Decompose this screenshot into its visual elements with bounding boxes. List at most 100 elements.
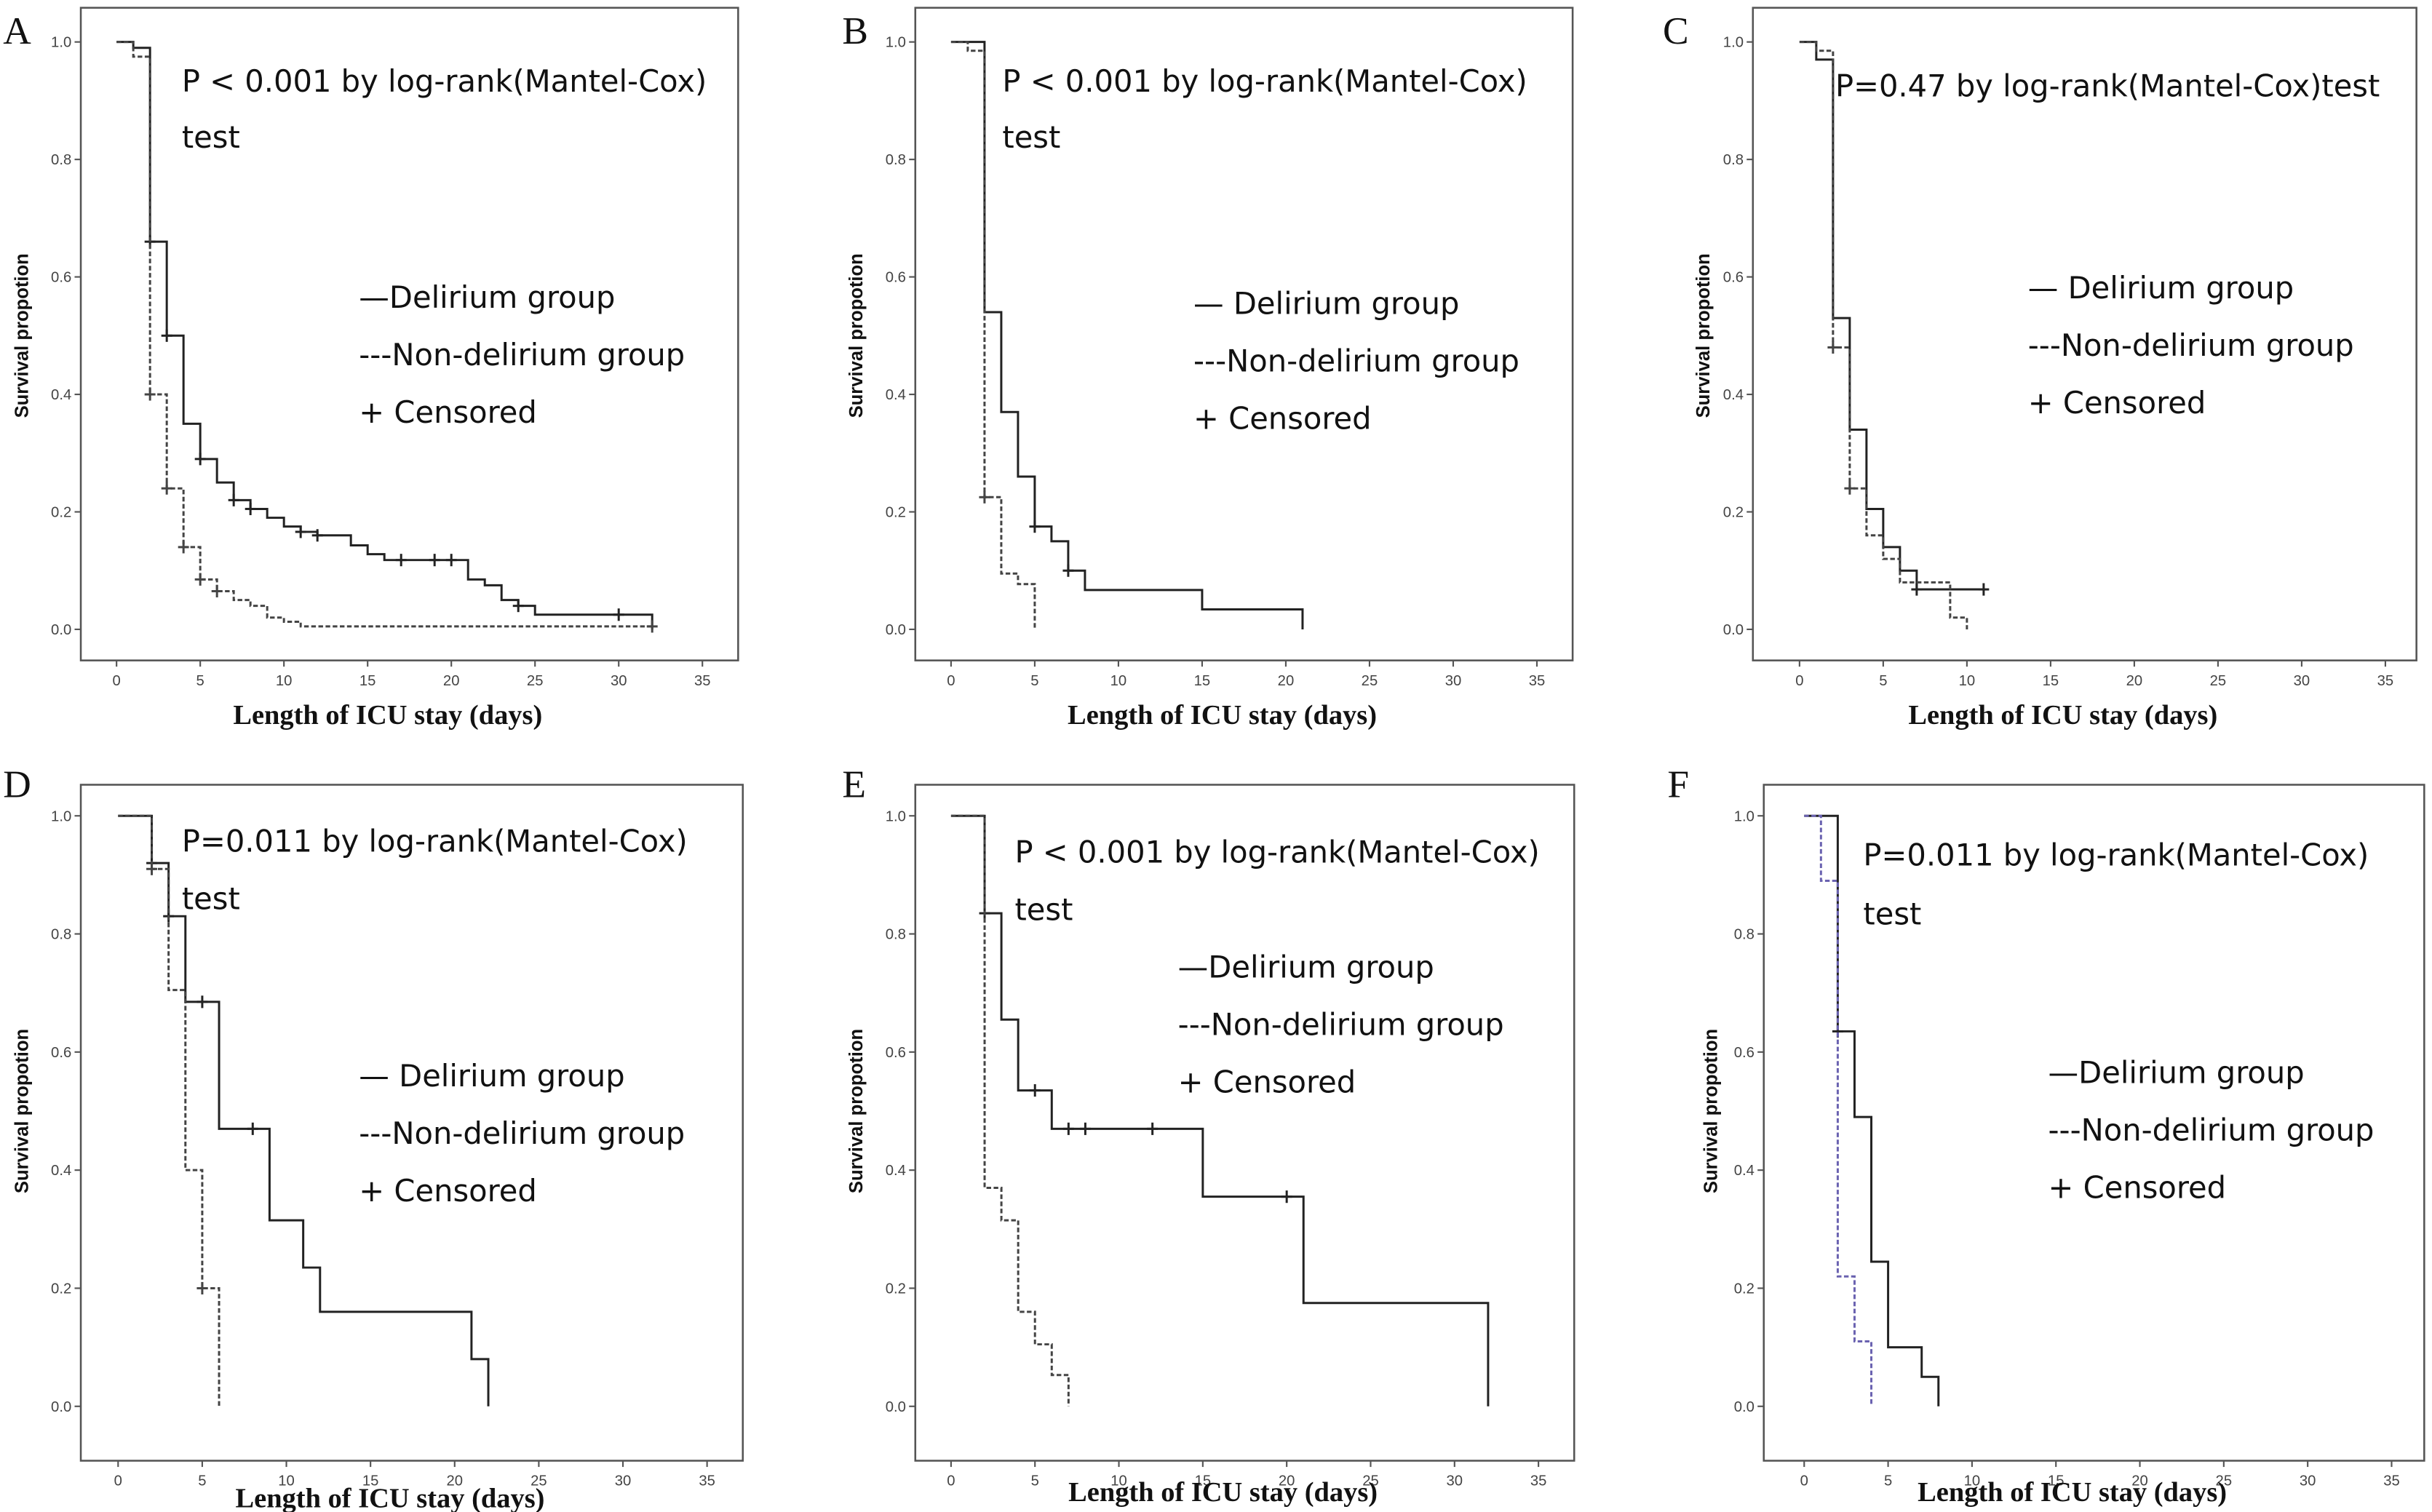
x-tick-label: 25 (2216, 1473, 2233, 1489)
y-tick-label: 0.2 (886, 1281, 906, 1297)
legend-censored: + Censored (2048, 1170, 2227, 1206)
x-tick-label: 25 (527, 673, 544, 689)
x-tick-label: 30 (2294, 673, 2310, 689)
censor-mark (512, 600, 524, 613)
y-tick-label: 0.4 (51, 1163, 71, 1179)
censor-mark (228, 493, 239, 506)
y-tick-label: 0.2 (1734, 1281, 1755, 1297)
x-tick-label: 20 (1279, 1473, 1295, 1489)
panel-letter: C (1663, 9, 1689, 52)
x-tick-label: 5 (1884, 1473, 1892, 1489)
non-delirium-curve (1804, 814, 1873, 1406)
panel-f: F 0.0 0.2 0.4 0.6 0.8 1.0 0 5 10 15 20 25 30 35 Length … (1667, 763, 2425, 1508)
p-value-annotation: test (1002, 119, 1060, 155)
y-tick-label: 0.4 (886, 387, 906, 403)
legend-censored: + Censored (1193, 400, 1372, 436)
censor-mark (1911, 583, 1923, 596)
x-tick-label: 35 (1529, 673, 1546, 689)
censor-mark (1978, 583, 1990, 596)
censor-mark (211, 584, 223, 598)
legend-delirium: —Delirium group (1178, 949, 1434, 984)
y-tick-label: 0.4 (886, 1163, 906, 1179)
censor-mark (178, 541, 189, 554)
x-tick-label: 5 (1879, 673, 1887, 689)
y-tick-label: 1.0 (51, 808, 71, 824)
censor-mark (1147, 1122, 1159, 1135)
x-tick-label: 0 (947, 1473, 955, 1489)
x-axis-label: Length of ICU stay (days) (1908, 700, 2217, 731)
censor-mark (429, 554, 440, 567)
y-axis-label: Survival propotion (846, 1029, 867, 1193)
y-tick-label: 0.2 (51, 1281, 71, 1297)
legend-non-delirium: ---Non-delirium group (359, 337, 685, 373)
censor-mark (144, 388, 156, 401)
censor-mark (161, 482, 172, 495)
censor-mark (1062, 564, 1074, 577)
panel-letter: E (842, 763, 866, 806)
censor-mark (1827, 341, 1839, 354)
y-tick-label: 0.8 (1734, 927, 1755, 943)
y-tick-label: 0.0 (51, 1399, 71, 1415)
y-tick-label: 0.6 (1734, 1045, 1755, 1061)
legend-censored: + Censored (2028, 385, 2206, 421)
x-tick-label: 0 (1795, 673, 1803, 689)
panel-e: E 0.0 0.2 0.4 0.6 0.8 1.0 0 5 10 15 20 25 30 35 Length … (842, 763, 1575, 1508)
legend-censored: + Censored (359, 394, 537, 430)
x-tick-label: 35 (1530, 1473, 1547, 1489)
x-tick-label: 15 (2048, 1473, 2065, 1489)
p-value-annotation: P=0.011 by log-rank(Mantel-Cox) (1863, 837, 2369, 873)
censor-mark (247, 1122, 258, 1135)
y-tick-label: 0.0 (1723, 622, 1744, 638)
y-tick-label: 0.6 (51, 1045, 71, 1061)
y-tick-label: 0.2 (1723, 505, 1744, 521)
x-axis-label: Length of ICU stay (days) (233, 700, 542, 731)
legend-non-delirium: ---Non-delirium group (359, 1115, 685, 1151)
y-tick-label: 1.0 (886, 808, 906, 824)
panel-d: D 0.0 0.2 0.4 0.6 0.8 1.0 0 5 10 15 20 25 30 35 Length … (3, 763, 744, 1512)
y-tick-label: 0.8 (1723, 152, 1744, 168)
y-tick-label: 1.0 (51, 35, 71, 51)
x-tick-label: 20 (447, 1473, 464, 1489)
x-tick-label: 10 (278, 1473, 295, 1489)
x-tick-label: 10 (1959, 673, 1976, 689)
panel-letter: A (3, 9, 31, 52)
x-tick-label: 15 (362, 1473, 379, 1489)
x-axis-label: Length of ICU stay (days) (236, 1484, 545, 1512)
x-tick-label: 35 (2377, 673, 2394, 689)
delirium-curve (118, 814, 490, 1406)
censor-mark (979, 490, 990, 504)
censor-mark (194, 573, 206, 586)
x-tick-label: 0 (1800, 1473, 1808, 1489)
x-tick-label: 10 (1110, 673, 1127, 689)
x-tick-label: 15 (2043, 673, 2059, 689)
y-axis-label: Survival propotion (12, 253, 32, 418)
x-tick-label: 10 (276, 673, 293, 689)
censor-mark (1029, 520, 1041, 533)
legend-delirium: —Delirium group (2048, 1055, 2305, 1091)
censor-mark (1281, 1190, 1292, 1203)
legend-delirium: — Delirium group (1193, 285, 1459, 321)
plot-frame (914, 784, 1575, 1462)
legend-delirium: —Delirium group (359, 279, 615, 315)
y-tick-label: 1.0 (886, 35, 906, 51)
x-tick-label: 10 (1110, 1473, 1127, 1489)
legend-non-delirium: ---Non-delirium group (2028, 327, 2354, 363)
censor-mark (196, 1281, 208, 1295)
x-tick-label: 25 (1362, 1473, 1379, 1489)
x-tick-label: 25 (530, 1473, 547, 1489)
censor-mark (295, 525, 306, 538)
x-tick-label: 35 (699, 1473, 715, 1489)
plot-frame (79, 7, 739, 661)
panel-letter: D (3, 763, 31, 806)
y-tick-label: 0.0 (886, 622, 906, 638)
y-tick-label: 0.0 (886, 1399, 906, 1415)
censor-mark (194, 453, 206, 466)
censor-mark (1079, 1122, 1091, 1135)
censor-mark (1029, 1084, 1041, 1097)
x-tick-label: 0 (947, 673, 955, 689)
legend-non-delirium: ---Non-delirium group (2048, 1113, 2375, 1148)
y-tick-label: 0.4 (51, 387, 71, 403)
p-value-annotation: P < 0.001 by log-rank(Mantel-Cox) (1002, 63, 1527, 99)
censor-mark (1062, 1122, 1074, 1135)
